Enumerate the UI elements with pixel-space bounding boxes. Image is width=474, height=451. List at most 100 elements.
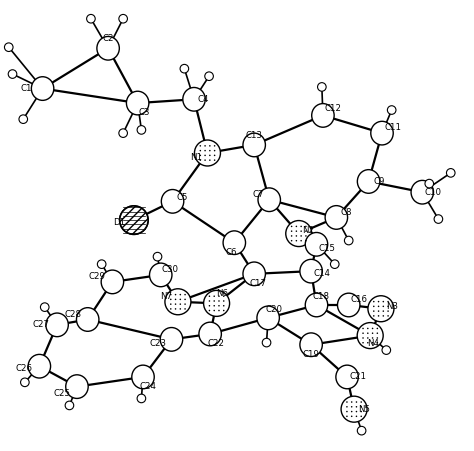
Ellipse shape bbox=[372, 332, 374, 334]
Ellipse shape bbox=[40, 303, 49, 312]
Ellipse shape bbox=[170, 294, 172, 295]
Ellipse shape bbox=[66, 375, 88, 398]
Ellipse shape bbox=[4, 43, 13, 51]
Ellipse shape bbox=[262, 338, 271, 347]
Ellipse shape bbox=[257, 306, 279, 330]
Ellipse shape bbox=[337, 293, 360, 317]
Text: C18: C18 bbox=[312, 292, 329, 301]
Ellipse shape bbox=[170, 304, 172, 305]
Ellipse shape bbox=[223, 295, 225, 297]
Text: C15: C15 bbox=[319, 244, 336, 253]
Ellipse shape bbox=[213, 295, 215, 297]
Ellipse shape bbox=[204, 155, 206, 156]
Ellipse shape bbox=[387, 310, 389, 312]
Ellipse shape bbox=[137, 394, 146, 403]
Ellipse shape bbox=[180, 308, 181, 310]
Text: C25: C25 bbox=[54, 389, 71, 398]
Ellipse shape bbox=[223, 310, 225, 311]
Text: N2: N2 bbox=[302, 226, 314, 235]
Text: N3: N3 bbox=[386, 302, 398, 311]
Text: C4: C4 bbox=[198, 95, 210, 104]
Ellipse shape bbox=[373, 310, 374, 312]
Text: C10: C10 bbox=[425, 188, 441, 197]
Ellipse shape bbox=[97, 260, 106, 268]
Text: N7: N7 bbox=[160, 292, 172, 301]
Text: C30: C30 bbox=[162, 265, 179, 274]
Ellipse shape bbox=[367, 328, 369, 329]
Ellipse shape bbox=[356, 406, 357, 408]
Ellipse shape bbox=[175, 294, 176, 295]
Ellipse shape bbox=[305, 235, 307, 237]
Ellipse shape bbox=[213, 310, 215, 311]
Text: C29: C29 bbox=[89, 272, 106, 281]
Ellipse shape bbox=[65, 401, 74, 410]
Ellipse shape bbox=[296, 226, 297, 227]
Text: C9: C9 bbox=[374, 177, 385, 186]
Ellipse shape bbox=[318, 83, 326, 91]
Ellipse shape bbox=[209, 310, 210, 311]
Text: C1: C1 bbox=[21, 84, 32, 93]
Ellipse shape bbox=[305, 240, 307, 241]
Ellipse shape bbox=[209, 155, 210, 156]
Ellipse shape bbox=[373, 306, 374, 307]
Ellipse shape bbox=[209, 145, 210, 147]
Ellipse shape bbox=[132, 365, 154, 389]
Ellipse shape bbox=[213, 300, 215, 302]
Ellipse shape bbox=[137, 126, 146, 134]
Ellipse shape bbox=[175, 299, 176, 300]
Ellipse shape bbox=[301, 226, 302, 227]
Ellipse shape bbox=[127, 91, 149, 115]
Ellipse shape bbox=[160, 327, 182, 351]
Ellipse shape bbox=[301, 230, 302, 232]
Text: C14: C14 bbox=[313, 269, 330, 278]
Text: C2: C2 bbox=[102, 34, 114, 43]
Ellipse shape bbox=[373, 315, 374, 317]
Ellipse shape bbox=[218, 305, 220, 307]
Ellipse shape bbox=[149, 263, 172, 287]
Ellipse shape bbox=[336, 365, 358, 389]
Ellipse shape bbox=[376, 332, 378, 334]
Ellipse shape bbox=[362, 328, 364, 329]
Text: C21: C21 bbox=[349, 373, 366, 382]
Ellipse shape bbox=[371, 121, 393, 145]
Ellipse shape bbox=[28, 354, 51, 378]
Ellipse shape bbox=[346, 415, 348, 417]
Ellipse shape bbox=[205, 72, 213, 80]
Ellipse shape bbox=[434, 215, 443, 223]
Ellipse shape bbox=[378, 310, 379, 312]
Ellipse shape bbox=[383, 306, 384, 307]
Ellipse shape bbox=[170, 299, 172, 300]
Ellipse shape bbox=[305, 293, 328, 317]
Ellipse shape bbox=[223, 300, 225, 302]
Ellipse shape bbox=[325, 206, 347, 229]
Ellipse shape bbox=[194, 140, 220, 166]
Ellipse shape bbox=[31, 77, 54, 101]
Ellipse shape bbox=[200, 150, 201, 152]
Ellipse shape bbox=[101, 270, 124, 294]
Ellipse shape bbox=[204, 145, 206, 147]
Ellipse shape bbox=[376, 337, 378, 339]
Ellipse shape bbox=[223, 305, 225, 307]
Ellipse shape bbox=[175, 304, 176, 305]
Ellipse shape bbox=[345, 236, 353, 245]
Ellipse shape bbox=[346, 406, 348, 408]
Ellipse shape bbox=[46, 313, 68, 336]
Ellipse shape bbox=[218, 295, 220, 297]
Ellipse shape bbox=[213, 305, 215, 307]
Ellipse shape bbox=[383, 301, 384, 302]
Ellipse shape bbox=[425, 179, 434, 188]
Ellipse shape bbox=[199, 322, 221, 346]
Ellipse shape bbox=[367, 332, 369, 334]
Text: C24: C24 bbox=[140, 382, 157, 391]
Ellipse shape bbox=[296, 230, 297, 232]
Ellipse shape bbox=[360, 406, 362, 408]
Ellipse shape bbox=[362, 337, 364, 339]
Ellipse shape bbox=[382, 346, 391, 354]
Ellipse shape bbox=[204, 290, 229, 316]
Ellipse shape bbox=[214, 159, 215, 161]
Ellipse shape bbox=[243, 262, 265, 285]
Ellipse shape bbox=[214, 145, 215, 147]
Ellipse shape bbox=[286, 221, 312, 247]
Ellipse shape bbox=[204, 159, 206, 161]
Ellipse shape bbox=[204, 150, 206, 152]
